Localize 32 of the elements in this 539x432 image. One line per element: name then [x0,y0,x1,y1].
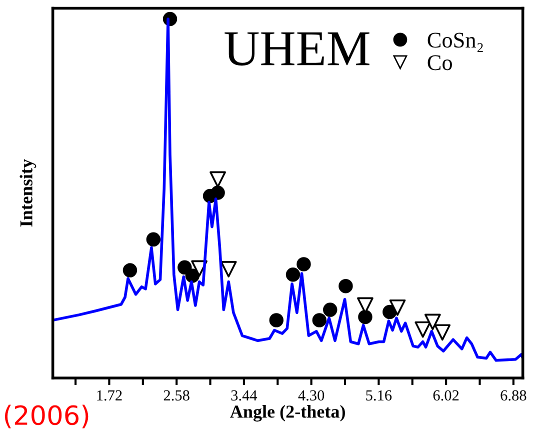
legend-label: Co [428,55,452,70]
point [210,171,226,188]
text: (2006) [4,404,88,428]
point [146,232,161,247]
point [220,261,237,278]
point [414,321,432,338]
point [286,267,300,282]
x-tick-label: 5.16 [366,390,392,401]
x-axis-title: Angle (2-theta) [230,405,345,422]
annotation: UHEM [224,32,370,66]
point [210,186,225,200]
point [122,263,138,278]
x-tick-label: 1.72 [97,390,122,401]
point [382,304,397,320]
point [424,314,441,330]
point [312,313,327,328]
x-tick-label: 6.02 [433,390,459,401]
point [178,260,192,275]
point [389,299,406,316]
x-tick-label: 6.88 [500,390,526,401]
legend-label: CoSn₂ [428,32,483,52]
x-tick-label: 4.30 [298,390,324,401]
point [323,302,338,317]
point [338,278,353,294]
point [434,324,451,341]
point [358,310,372,324]
x-tick-label: 3.44 [231,390,258,401]
point [269,313,284,328]
y-axis-title: Intensity [20,159,36,227]
x-tick-label: 2.58 [164,390,190,401]
point [296,257,311,272]
point [185,268,200,283]
